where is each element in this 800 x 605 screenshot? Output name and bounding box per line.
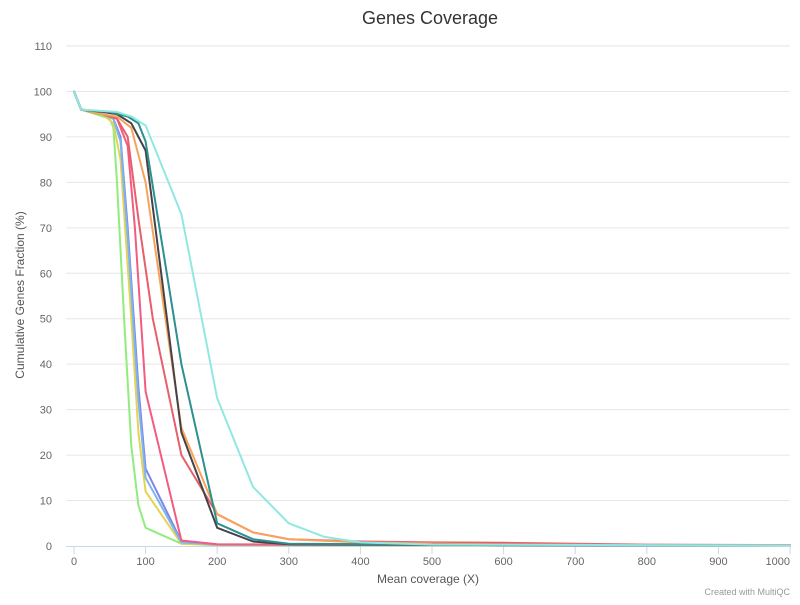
x-tick-label: 600: [494, 556, 512, 568]
x-tick-label: 500: [423, 556, 441, 568]
y-tick-label: 10: [40, 496, 52, 508]
x-tick-label: 100: [136, 556, 154, 568]
x-axis-label: Mean coverage (X): [377, 572, 479, 586]
y-tick-label: 80: [40, 177, 52, 189]
x-tick-label: 300: [280, 556, 298, 568]
y-tick-label: 20: [40, 450, 52, 462]
x-tick-label: 1000: [766, 556, 790, 568]
y-tick-label: 50: [40, 314, 52, 326]
x-tick-label: 800: [638, 556, 656, 568]
series-lines: [73, 90, 791, 547]
y-tick-label: 110: [34, 41, 52, 53]
x-tick-label: 700: [566, 556, 584, 568]
grid: [66, 45, 790, 502]
y-axis-label: Cumulative Genes Fraction (%): [13, 211, 27, 378]
x-tick-label: 400: [351, 556, 369, 568]
y-tick-label: 60: [40, 268, 52, 280]
x-tick-label: 0: [71, 556, 77, 568]
y-tick-label: 70: [40, 223, 52, 235]
y-tick-label: 30: [40, 405, 52, 417]
chart-title: Genes Coverage: [362, 8, 498, 28]
y-tick-label: 100: [34, 86, 52, 98]
y-tick-label: 90: [40, 132, 52, 144]
y-tick-label: 40: [40, 359, 52, 371]
x-tick-label: 900: [709, 556, 727, 568]
credit-label: Created with MultiQC: [704, 587, 790, 597]
series-line: [73, 90, 791, 547]
series-line: [73, 90, 791, 547]
axes: 0 10 20 30 40 50 60 70 80 90 100 110 0 100 200 300 400 50…: [34, 41, 791, 568]
x-tick-label: 200: [208, 556, 226, 568]
y-tick-label: 0: [46, 541, 52, 553]
